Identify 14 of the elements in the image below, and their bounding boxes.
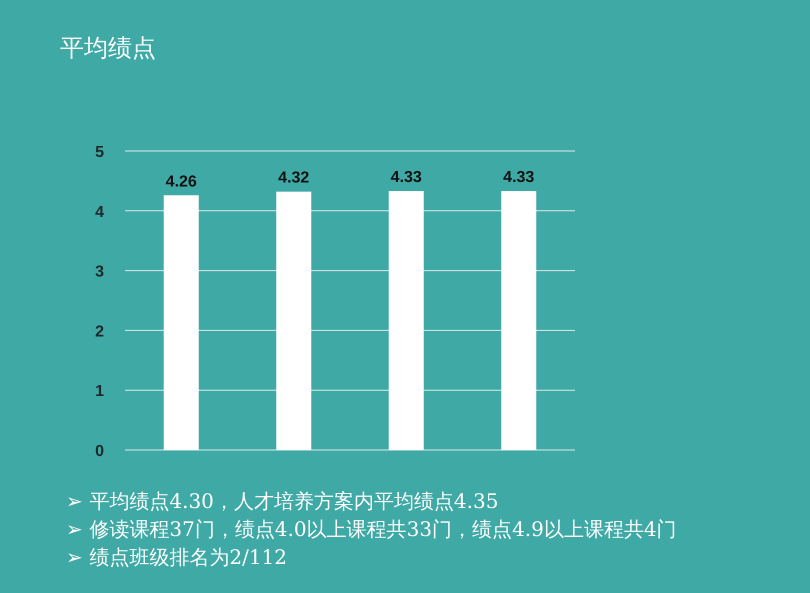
data-label: 4.33 — [503, 169, 534, 186]
data-label: 4.33 — [390, 169, 422, 186]
text: ➢ 修读课程37门，绩点4.0以上课程共33门，绩点4.9以上课程共4门 — [66, 517, 677, 541]
y-tick-label: 5 — [95, 144, 104, 161]
chart-title: 平均绩点 — [60, 34, 156, 62]
y-tick-label: 2 — [95, 323, 104, 340]
text: ➢ 平均绩点4.30，人才培养方案内平均绩点4.35 — [66, 489, 498, 513]
y-tick-label: 4 — [95, 204, 104, 221]
data-label: 4.26 — [166, 173, 197, 190]
y-tick-label: 1 — [95, 383, 104, 400]
text: ➢ 绩点班级排名为2/112 — [66, 545, 287, 569]
y-tick-label: 0 — [95, 443, 104, 460]
data-label: 4.32 — [278, 170, 310, 187]
y-tick-label: 3 — [95, 264, 104, 281]
